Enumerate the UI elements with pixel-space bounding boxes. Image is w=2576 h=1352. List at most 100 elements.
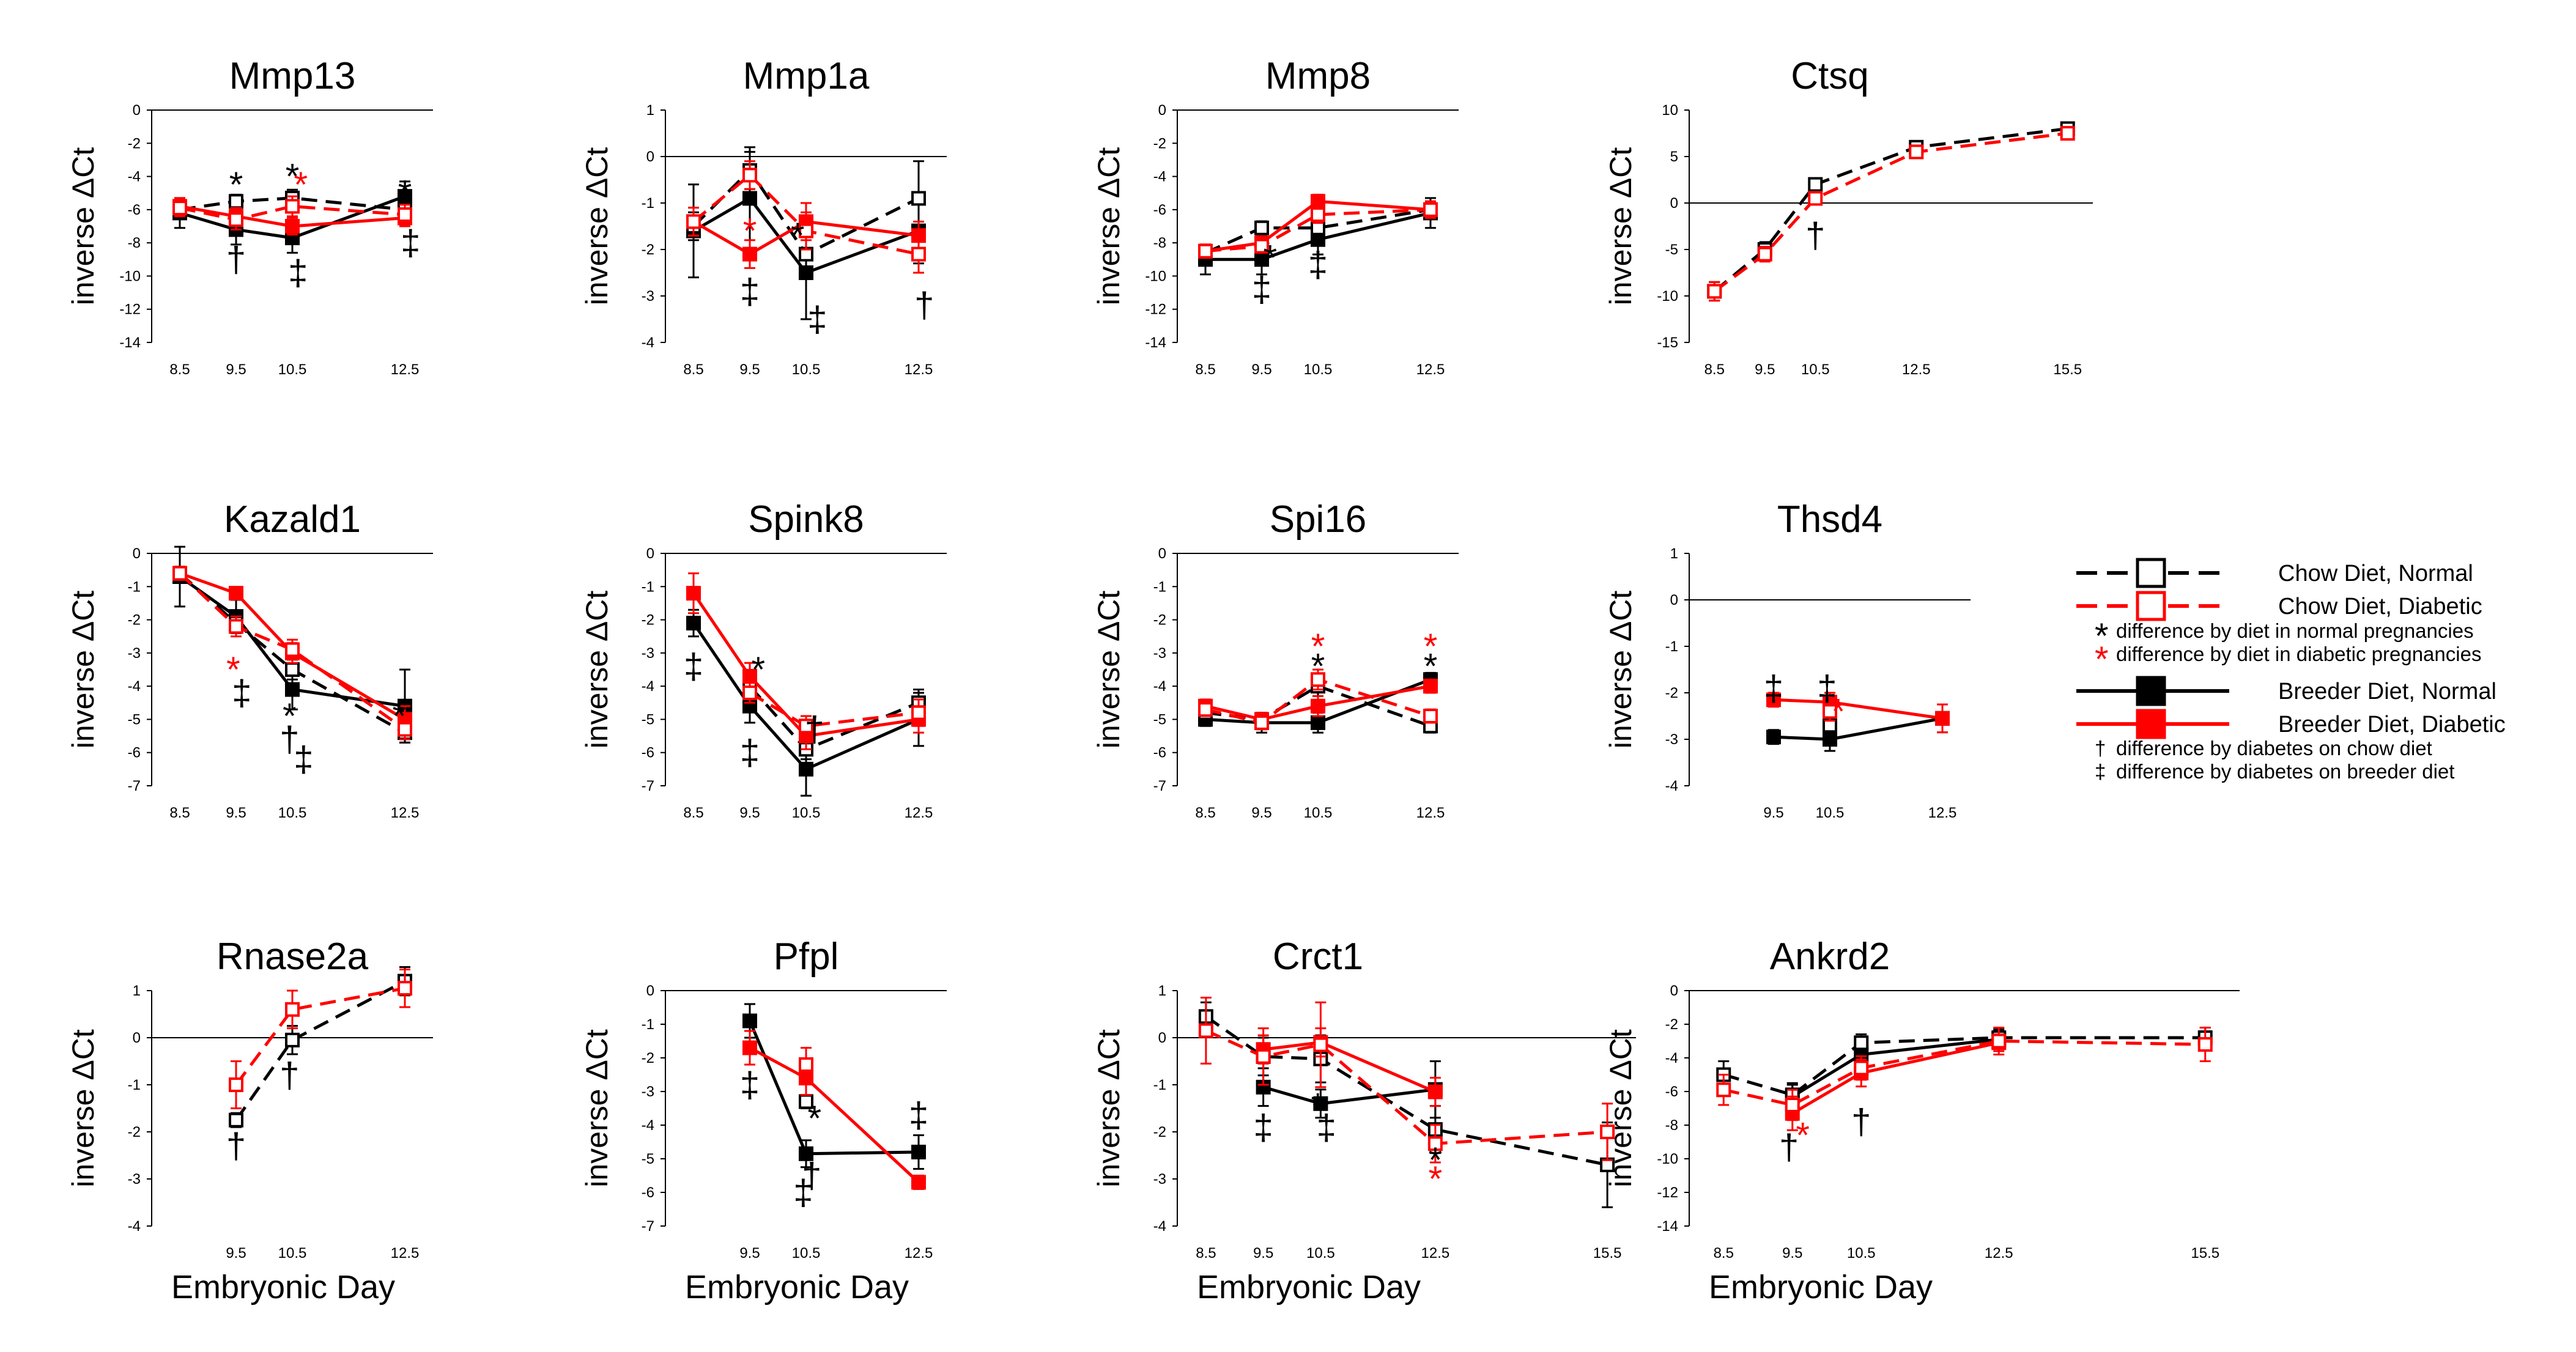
significance-marker: * <box>743 212 757 251</box>
x-tick-label: 8.5 <box>683 805 703 821</box>
x-tick-label: 12.5 <box>1416 361 1445 378</box>
chart-ankrd2: 0 -2 -4 -6 -8 -10 -12 -14 8.5 9.5 10.5 12.5 15.5 Ankr… <box>1604 936 2240 1306</box>
data-point <box>911 1145 926 1159</box>
series-line <box>1205 684 1431 721</box>
x-axis-label: Embryonic Day <box>1197 1269 1421 1306</box>
chart-kazald1: 0 -1 -2 -3 -4 -5 -6 -7 8.5 9.5 10.5 12.5 Kazald1 inve… <box>66 498 433 821</box>
significance-marker: * <box>808 1099 822 1139</box>
significance-marker: † <box>1779 1128 1799 1167</box>
y-tick-label: -1 <box>1153 1077 1166 1093</box>
x-tick-label: 12.5 <box>905 1245 933 1261</box>
data-point <box>285 219 300 234</box>
y-tick-label: 0 <box>646 149 654 165</box>
significance-marker: * <box>752 650 766 690</box>
y-tick-label: -6 <box>1153 202 1166 218</box>
series-chow-diet-diabetic <box>799 1047 813 1082</box>
data-point <box>1757 246 1772 262</box>
x-tick-label: 10.5 <box>278 805 307 821</box>
data-point <box>1427 1084 1443 1099</box>
y-tick-label: 0 <box>1670 195 1678 212</box>
significance-marker: ‡ <box>740 1065 760 1105</box>
y-tick-label: -12 <box>1145 301 1166 318</box>
data-point <box>398 722 412 737</box>
significance-marker: * <box>226 650 240 690</box>
y-tick-label: 10 <box>1662 102 1678 119</box>
data-point <box>799 718 813 734</box>
series-line <box>234 980 406 1121</box>
y-axis-label: inverse ΔCt <box>1604 147 1638 306</box>
y-tick-label: 0 <box>646 545 654 562</box>
y-tick-label: -15 <box>1657 334 1678 351</box>
series-chow-diet-diabetic <box>1716 1027 2213 1121</box>
data-point <box>799 223 813 238</box>
y-tick-label: -7 <box>642 778 654 794</box>
data-point <box>1198 702 1213 717</box>
data-point <box>1854 1060 1869 1076</box>
data-point <box>1423 709 1438 723</box>
y-tick-label: -3 <box>128 645 141 662</box>
y-tick-label: -4 <box>642 334 654 351</box>
legend-marker-breeder-diabetic <box>2136 709 2166 739</box>
data-point <box>742 1040 757 1055</box>
significance-marker: * <box>1424 627 1438 667</box>
data-point <box>1785 1098 1800 1112</box>
x-tick-label: 10.5 <box>1801 361 1830 378</box>
significance-marker: † <box>914 286 934 325</box>
x-tick-label: 12.5 <box>391 361 420 378</box>
y-tick-label: -3 <box>1665 731 1678 748</box>
y-tick-label: -12 <box>1657 1184 1678 1201</box>
x-tick-label: 15.5 <box>1593 1245 1622 1261</box>
data-point <box>1311 672 1325 687</box>
chart-title: Mmp13 <box>229 55 356 97</box>
significance-marker: ‡ <box>740 733 760 773</box>
chart-spink8: 0 -1 -2 -3 -4 -5 -6 -7 8.5 9.5 10.5 12.5 Spink8 inver… <box>580 498 947 821</box>
x-tick-label: 10.5 <box>1847 1245 1876 1261</box>
series-chow-diet-diabetic <box>1823 701 1837 722</box>
series-line <box>1205 211 1431 261</box>
chart-title: Spink8 <box>748 498 864 541</box>
data-point <box>285 642 300 657</box>
significance-marker: ‡ <box>909 1096 928 1136</box>
x-tick-label: 10.5 <box>792 1245 821 1261</box>
significance-marker: * <box>286 157 300 197</box>
significance-marker: * <box>294 165 308 205</box>
y-tick-label: -1 <box>1665 638 1678 655</box>
y-tick-label: -6 <box>128 745 141 761</box>
significance-marker: † <box>802 1156 821 1196</box>
x-tick-label: 8.5 <box>1195 361 1215 378</box>
y-tick-label: -3 <box>642 645 654 662</box>
y-tick-label: -5 <box>642 1151 654 1167</box>
y-tick-label: -4 <box>1665 1050 1678 1066</box>
data-point <box>1427 1136 1443 1151</box>
y-tick-label: -6 <box>1665 1084 1678 1100</box>
y-tick-label: 0 <box>1158 1030 1166 1046</box>
data-point <box>285 1002 300 1017</box>
data-point <box>229 619 243 634</box>
series-chow-diet-diabetic <box>172 195 412 231</box>
series-line <box>1773 717 1943 741</box>
y-tick-label: -1 <box>128 1077 141 1093</box>
data-point <box>398 207 412 222</box>
legend-symbol-star-red: * <box>2095 640 2109 679</box>
series-breeder-diet-diabetic <box>1766 692 1950 734</box>
significance-marker: * <box>1796 1116 1810 1156</box>
x-tick-label: 9.5 <box>1251 361 1271 378</box>
significance-marker: * <box>1429 1140 1443 1180</box>
legend-symbol-double-dagger: ‡ <box>2095 760 2106 783</box>
data-point <box>742 168 757 183</box>
y-tick-label: 1 <box>133 983 141 999</box>
x-tick-label: 12.5 <box>1421 1245 1450 1261</box>
significance-marker: ‡ <box>401 223 420 263</box>
y-tick-label: -2 <box>642 1050 654 1066</box>
legend-label-breeder-normal: Breeder Diet, Normal <box>2278 679 2496 704</box>
data-point <box>1256 1049 1271 1064</box>
series-line <box>749 691 919 728</box>
series-line <box>179 572 406 721</box>
data-point <box>1313 1037 1328 1052</box>
chart-title: Mmp1a <box>743 55 870 97</box>
chart-mmp8: 0 -2 -4 -6 -8 -10 -12 -14 8.5 9.5 10.5 12.5 Mmp8 inve… <box>1092 55 1459 378</box>
series-chow-diet-diabetic <box>742 682 926 737</box>
legend-label-breeder-diabetic: Breeder Diet, Diabetic <box>2278 712 2506 737</box>
significance-marker: * <box>1264 238 1278 278</box>
data-point <box>1254 220 1269 235</box>
